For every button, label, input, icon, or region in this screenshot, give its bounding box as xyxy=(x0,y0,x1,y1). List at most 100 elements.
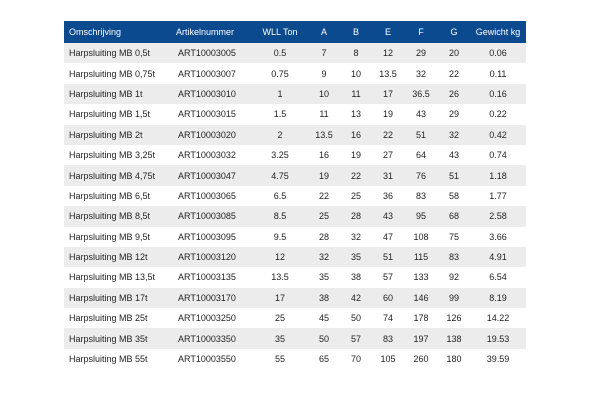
cell-b: 25 xyxy=(340,185,372,207)
header-a: A xyxy=(308,21,340,43)
cell-omschrijving: Harpsluiting MB 2t xyxy=(64,124,170,145)
cell-artikelnummer: ART10003007 xyxy=(170,63,252,84)
cell-wll-ton: 17 xyxy=(252,287,308,309)
cell-a: 9 xyxy=(308,63,340,84)
cell-a: 28 xyxy=(308,226,340,247)
cell-wll-ton: 2 xyxy=(252,124,308,145)
table-row: Harpsluiting MB 3,25t ART10003032 3.25 16 19… xyxy=(64,144,526,166)
cell-omschrijving: Harpsluiting MB 25t xyxy=(64,308,170,329)
cell-g: 22 xyxy=(438,63,470,84)
cell-b: 13 xyxy=(340,104,372,125)
cell-omschrijving: Harpsluiting MB 0,75t xyxy=(64,63,170,84)
cell-f: 51 xyxy=(404,124,438,145)
cell-a: 16 xyxy=(308,144,340,166)
cell-e: 74 xyxy=(372,308,404,329)
cell-g: 83 xyxy=(438,246,470,268)
cell-wll-ton: 1 xyxy=(252,83,308,105)
cell-b: 11 xyxy=(340,83,372,105)
cell-wll-ton: 4.75 xyxy=(252,165,308,186)
cell-e: 47 xyxy=(372,226,404,247)
header-f: F xyxy=(404,21,438,43)
cell-wll-ton: 0.5 xyxy=(252,43,308,64)
cell-e: 27 xyxy=(372,144,404,166)
cell-gewicht-kg: 14.22 xyxy=(470,308,526,329)
cell-omschrijving: Harpsluiting MB 4,75t xyxy=(64,165,170,186)
cell-e: 22 xyxy=(372,124,404,145)
cell-f: 260 xyxy=(404,348,438,370)
cell-b: 70 xyxy=(340,348,372,370)
cell-artikelnummer: ART10003250 xyxy=(170,308,252,329)
cell-a: 13.5 xyxy=(308,124,340,145)
table-row: Harpsluiting MB 2t ART10003020 2 13.5 16 22 51… xyxy=(64,124,526,145)
cell-omschrijving: Harpsluiting MB 13,5t xyxy=(64,267,170,288)
header-b: B xyxy=(340,21,372,43)
cell-e: 36 xyxy=(372,185,404,207)
cell-gewicht-kg: 2.58 xyxy=(470,206,526,227)
cell-gewicht-kg: 3.66 xyxy=(470,226,526,247)
cell-omschrijving: Harpsluiting MB 3,25t xyxy=(64,144,170,166)
cell-a: 35 xyxy=(308,267,340,288)
cell-gewicht-kg: 39.59 xyxy=(470,348,526,370)
cell-b: 8 xyxy=(340,43,372,64)
cell-omschrijving: Harpsluiting MB 12t xyxy=(64,246,170,268)
cell-artikelnummer: ART10003047 xyxy=(170,165,252,186)
cell-wll-ton: 8.5 xyxy=(252,206,308,227)
cell-b: 50 xyxy=(340,308,372,329)
cell-f: 133 xyxy=(404,267,438,288)
cell-wll-ton: 9.5 xyxy=(252,226,308,247)
cell-a: 32 xyxy=(308,246,340,268)
cell-b: 57 xyxy=(340,328,372,349)
cell-g: 126 xyxy=(438,308,470,329)
cell-f: 64 xyxy=(404,144,438,166)
table-row: Harpsluiting MB 12t ART10003120 12 32 35 51 11… xyxy=(64,246,526,268)
cell-omschrijving: Harpsluiting MB 8,5t xyxy=(64,206,170,227)
cell-f: 32 xyxy=(404,63,438,84)
cell-gewicht-kg: 8.19 xyxy=(470,287,526,309)
cell-b: 32 xyxy=(340,226,372,247)
cell-artikelnummer: ART10003550 xyxy=(170,348,252,370)
cell-wll-ton: 1.5 xyxy=(252,104,308,125)
cell-g: 26 xyxy=(438,83,470,105)
cell-b: 10 xyxy=(340,63,372,84)
cell-e: 57 xyxy=(372,267,404,288)
cell-omschrijving: Harpsluiting MB 0,5t xyxy=(64,43,170,64)
cell-gewicht-kg: 1.77 xyxy=(470,185,526,207)
table-row: Harpsluiting MB 13,5t ART10003135 13.5 35 38… xyxy=(64,267,526,288)
cell-g: 51 xyxy=(438,165,470,186)
header-e: E xyxy=(372,21,404,43)
cell-g: 138 xyxy=(438,328,470,349)
cell-artikelnummer: ART10003010 xyxy=(170,83,252,105)
table-row: Harpsluiting MB 4,75t ART10003047 4.75 19 22… xyxy=(64,165,526,186)
cell-gewicht-kg: 0.74 xyxy=(470,144,526,166)
table-row: Harpsluiting MB 25t ART10003250 25 45 50 74 17… xyxy=(64,308,526,329)
cell-wll-ton: 0.75 xyxy=(252,63,308,84)
shackle-spec-table: Omschrijving Artikelnummer WLL Ton A B E… xyxy=(64,21,526,370)
header-g: G xyxy=(438,21,470,43)
cell-omschrijving: Harpsluiting MB 1,5t xyxy=(64,104,170,125)
cell-b: 35 xyxy=(340,246,372,268)
cell-e: 31 xyxy=(372,165,404,186)
table-row: Harpsluiting MB 1,5t ART10003015 1.5 11 13 19… xyxy=(64,104,526,125)
table-row: Harpsluiting MB 9,5t ART10003095 9.5 28 32 47… xyxy=(64,226,526,247)
cell-f: 83 xyxy=(404,185,438,207)
cell-b: 19 xyxy=(340,144,372,166)
cell-gewicht-kg: 1.18 xyxy=(470,165,526,186)
cell-artikelnummer: ART10003005 xyxy=(170,43,252,64)
table-body: Harpsluiting MB 0,5t ART10003005 0.5 7 8 12 29… xyxy=(64,43,526,370)
header-row: Omschrijving Artikelnummer WLL Ton A B E… xyxy=(64,21,526,43)
cell-b: 16 xyxy=(340,124,372,145)
cell-artikelnummer: ART10003032 xyxy=(170,144,252,166)
cell-wll-ton: 3.25 xyxy=(252,144,308,166)
cell-g: 29 xyxy=(438,104,470,125)
cell-g: 92 xyxy=(438,267,470,288)
cell-gewicht-kg: 0.42 xyxy=(470,124,526,145)
cell-gewicht-kg: 19.53 xyxy=(470,328,526,349)
cell-artikelnummer: ART10003350 xyxy=(170,328,252,349)
cell-f: 108 xyxy=(404,226,438,247)
cell-gewicht-kg: 0.11 xyxy=(470,63,526,84)
cell-wll-ton: 55 xyxy=(252,348,308,370)
cell-omschrijving: Harpsluiting MB 55t xyxy=(64,348,170,370)
header-wll-ton: WLL Ton xyxy=(252,21,308,43)
cell-e: 19 xyxy=(372,104,404,125)
table-row: Harpsluiting MB 35t ART10003350 35 50 57 83 19… xyxy=(64,328,526,349)
